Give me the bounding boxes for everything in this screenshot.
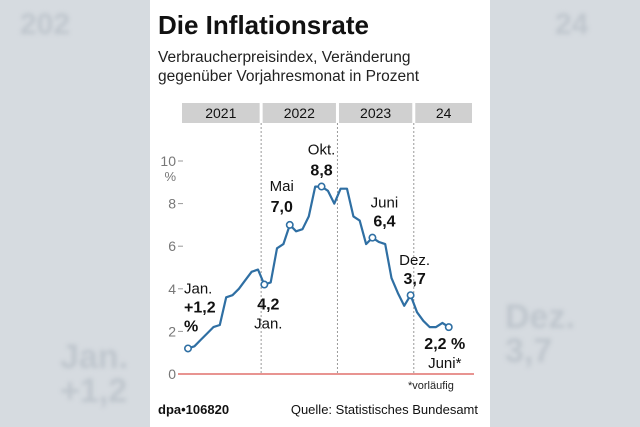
data-point-marker (260, 280, 269, 289)
data-point-marker (285, 220, 294, 229)
y-tick-label: 8 (168, 196, 176, 212)
data-label: Juni* (428, 355, 462, 372)
data-label: Dez. (399, 252, 430, 269)
footnote: *vorläufig (408, 380, 454, 392)
y-tick-label: 10 (160, 153, 176, 169)
data-point-marker (406, 291, 415, 300)
data-label: 6,4 (373, 214, 395, 231)
data-point-marker (368, 233, 377, 242)
data-label: Mai (270, 178, 294, 195)
year-header-cell (182, 103, 260, 123)
data-label: Okt. (308, 142, 336, 159)
background-ghost-year: 24 (555, 8, 589, 41)
year-header-cell (262, 103, 336, 123)
data-label: Jan. (184, 280, 212, 297)
data-point-marker (317, 182, 326, 191)
y-tick-label: 0 (168, 366, 176, 382)
data-point-marker (444, 323, 453, 332)
data-label: 2,2 % (424, 336, 465, 353)
y-tick-label: 6 (168, 238, 176, 254)
data-label: 7,0 (271, 199, 293, 216)
chart-title: Die Inflationsrate (158, 10, 369, 40)
subtitle-line: Verbraucherpreisindex, Veränderung (158, 49, 411, 66)
year-label: 2022 (284, 105, 315, 121)
line-chart: 2021 2022 2023 240246810%Jan.+1,2%4,2Jan.Ma… (160, 103, 474, 382)
background-ghost-jan: Jan. +1,2 (60, 338, 129, 410)
subtitle-line: gegenüber Vorjahresmonat in Prozent (158, 68, 420, 85)
data-label: 8,8 (310, 163, 332, 180)
data-point-marker (183, 344, 192, 353)
data-label: % (184, 318, 198, 335)
year-label: 2021 (205, 105, 236, 121)
chart-card: Die Inflationsrate Verbraucherpreisindex… (150, 0, 490, 427)
source-credit: Quelle: Statistisches Bundesamt (290, 402, 478, 417)
y-tick-label: 4 (168, 281, 176, 297)
chart-subtitle: Verbraucherpreisindex, Veränderung gegen… (158, 48, 419, 86)
background-ghost-dez: Dez. 3,7 (505, 298, 575, 370)
data-label: Jan. (254, 316, 282, 333)
data-label: 3,7 (403, 271, 425, 288)
y-tick-label: 2 (168, 323, 176, 339)
data-label: 4,2 (257, 297, 279, 314)
year-header-cell (415, 103, 472, 123)
data-label: Juni (371, 195, 399, 212)
year-label: 24 (436, 105, 452, 121)
y-axis-unit: % (164, 169, 176, 184)
source-id: dpa•106820 (158, 402, 230, 417)
year-label: 2023 (360, 105, 391, 121)
background-ghost-year: 202 (20, 8, 71, 41)
data-label: +1,2 (184, 299, 216, 316)
year-header-cell (338, 103, 413, 123)
